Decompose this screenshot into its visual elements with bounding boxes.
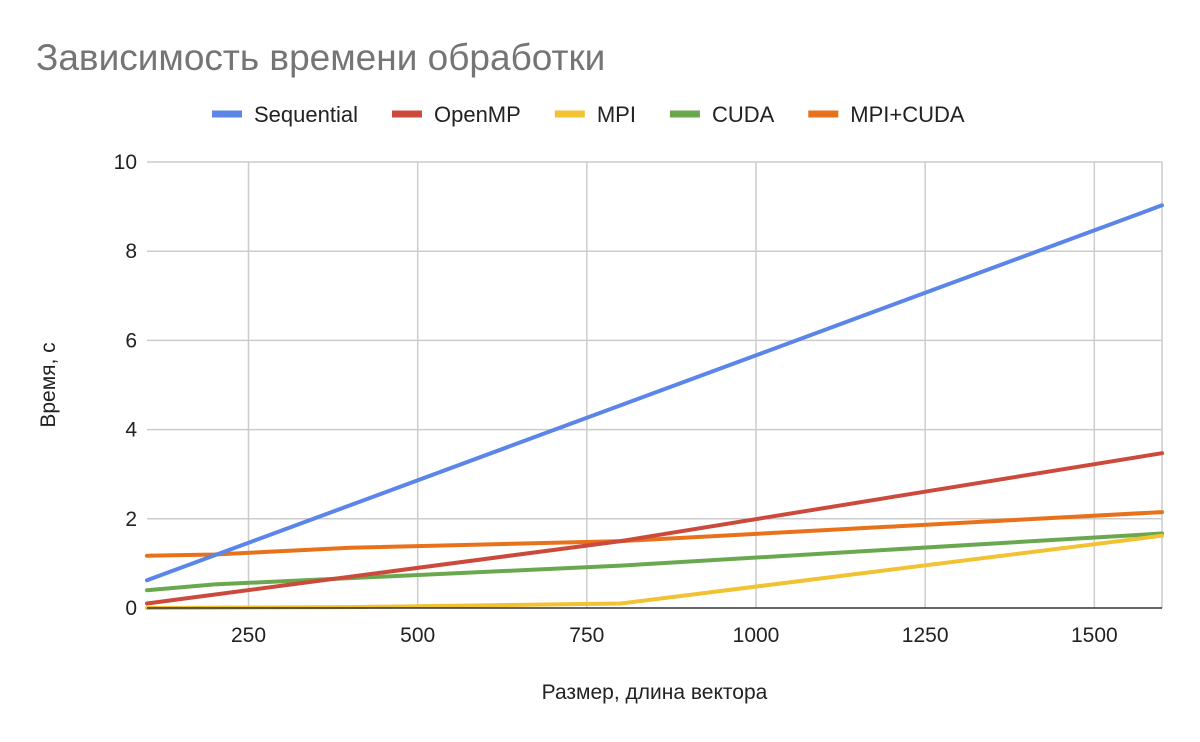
legend: Sequential OpenMP MPI CUDA MPI+CUDA	[212, 102, 965, 127]
y-tick-label: 10	[114, 151, 137, 174]
legend-item: MPI	[554, 102, 636, 127]
x-tick-label: 1000	[733, 624, 780, 647]
x-tick-label: 250	[231, 624, 266, 647]
x-axis-label: Размер, длина вектора	[542, 681, 768, 704]
legend-item: MPI+CUDA	[808, 102, 965, 127]
x-tick-label: 1500	[1071, 624, 1118, 647]
legend-label: Sequential	[254, 102, 358, 127]
y-tick-label: 8	[125, 240, 137, 263]
legend-label: MPI	[597, 102, 636, 127]
series-line-mpi	[145, 533, 1164, 610]
y-axis-label: Время, с	[37, 342, 60, 427]
series-line-openmp	[145, 451, 1164, 606]
series-lines	[145, 203, 1164, 610]
y-tick-label: 4	[125, 419, 137, 442]
y-tick-label: 6	[125, 329, 137, 352]
series-line-cuda	[145, 531, 1164, 593]
legend-label: OpenMP	[434, 102, 521, 127]
x-tick-label: 500	[400, 624, 435, 647]
legend-item: CUDA	[669, 102, 775, 127]
y-axis-ticks: 0 2 4 6 8 10	[114, 151, 138, 620]
x-tick-label: 1250	[902, 624, 949, 647]
legend-label: CUDA	[712, 102, 775, 127]
legend-item: Sequential	[212, 102, 358, 127]
x-axis-ticks: 250 500 750 1000 1250 1500	[231, 624, 1118, 647]
x-tick-label: 750	[569, 624, 604, 647]
chart-title: Зависимость времени обработки	[36, 37, 605, 78]
series-line-mpi-cuda	[145, 510, 1164, 558]
y-tick-label: 0	[125, 597, 137, 620]
y-tick-label: 2	[125, 508, 137, 531]
series-line-sequential	[145, 203, 1164, 583]
legend-label: MPI+CUDA	[850, 102, 965, 127]
legend-item: OpenMP	[391, 102, 521, 127]
